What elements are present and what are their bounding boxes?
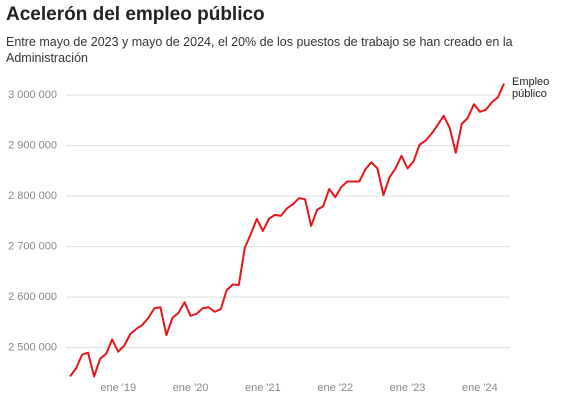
x-tick-label: ene '21 — [245, 382, 281, 394]
chart-subtitle: Entre mayo de 2023 y mayo de 2024, el 20… — [6, 35, 513, 65]
x-tick-label: ene '20 — [173, 382, 209, 394]
y-tick-label: 3 000 000 — [8, 89, 57, 101]
y-tick-label: 2 800 000 — [8, 190, 57, 202]
y-tick-label: 2 900 000 — [8, 140, 57, 152]
chart-title: Acelerón del empleo público — [6, 4, 265, 25]
y-tick-label: 2 600 000 — [8, 291, 57, 303]
x-tick-label: ene '23 — [390, 382, 426, 394]
y-tick-label: 2 500 000 — [8, 342, 57, 354]
y-tick-label: 2 700 000 — [8, 241, 57, 253]
x-tick-label: ene '22 — [317, 382, 353, 394]
line — [69, 83, 505, 378]
series-label: Empleo público — [512, 76, 550, 100]
x-tick-label: ene '24 — [462, 382, 498, 394]
x-tick-label: ene '19 — [100, 382, 136, 394]
